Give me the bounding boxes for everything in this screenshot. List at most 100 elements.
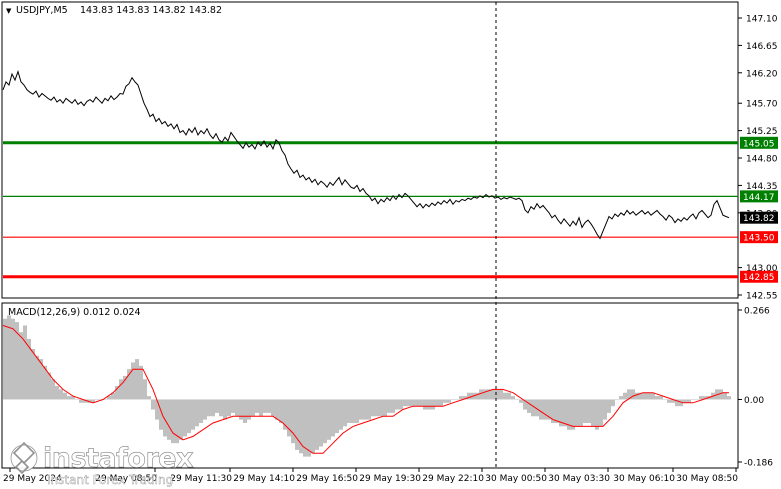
macd-bar — [651, 392, 655, 400]
macd-bar — [451, 399, 455, 400]
macd-bar — [315, 399, 319, 450]
macd-bar — [603, 399, 607, 420]
macd-bar — [683, 399, 687, 403]
macd-bar — [563, 399, 567, 427]
macd-bar — [55, 386, 59, 400]
macd-bar — [691, 399, 695, 400]
macd-bar — [503, 392, 507, 400]
macd-bar — [267, 399, 271, 413]
macd-bar — [495, 389, 499, 400]
macd-bar — [151, 399, 155, 410]
macd-bar — [215, 399, 219, 413]
macd-bar — [23, 325, 27, 400]
macd-bar — [391, 399, 395, 413]
current-price-label: 143.82 — [743, 214, 775, 224]
macd-bar — [659, 396, 663, 400]
macd-bar — [519, 399, 523, 403]
macd-indicator-label: MACD(12,26,9) 0.012 0.024 — [8, 307, 141, 318]
macd-bar — [599, 399, 603, 427]
macd-tick-label: 0.266 — [744, 307, 770, 317]
macd-bar — [663, 399, 667, 400]
macd-bar — [63, 392, 67, 400]
macd-bar — [447, 399, 451, 403]
macd-bar — [231, 399, 235, 413]
macd-bar — [479, 389, 483, 400]
macd-bar — [207, 399, 211, 417]
macd-bar — [667, 399, 671, 403]
time-tick-label: 29 May 19:30 — [359, 474, 421, 484]
time-tick-label: 30 May 08:50 — [676, 474, 738, 484]
macd-bar — [259, 399, 263, 417]
price-tick-label: 145.70 — [746, 100, 778, 110]
macd-bar — [439, 399, 443, 407]
macd-bar — [547, 399, 551, 420]
macd-bar — [39, 359, 43, 400]
macd-bar — [375, 399, 379, 417]
macd-bar — [403, 399, 407, 407]
level-lines — [3, 141, 738, 279]
macd-bar — [119, 379, 123, 400]
time-tick-label: 30 May 03:30 — [548, 474, 610, 484]
macd-bar — [307, 399, 311, 457]
macd-bar — [335, 399, 339, 434]
macd-tick-label: 0.00 — [744, 396, 764, 406]
macd-bar — [211, 399, 215, 417]
macd-bar — [511, 396, 515, 400]
macd-bar — [571, 399, 575, 430]
macd-pane[interactable]: 0.266 0.00 -0.186 MACD(12,26,9) 0.012 0.02… — [1, 302, 773, 469]
macd-bar — [367, 399, 371, 420]
macd-bar — [363, 399, 367, 420]
macd-bar — [143, 379, 147, 400]
price-tick-label: 142.55 — [746, 292, 778, 302]
macd-bar — [299, 399, 303, 454]
ohlc-values: 143.83 143.83 143.82 143.82 — [80, 5, 222, 16]
macd-bar — [103, 399, 107, 400]
macd-bar — [59, 389, 63, 400]
time-axis: 29 May 2024 29 May 08:50 29 May 11:30 29 Ma… — [3, 468, 738, 484]
macd-bar — [227, 399, 231, 417]
macd-bar — [75, 399, 79, 400]
level-badge-label: 144.17 — [743, 193, 775, 203]
macd-bar — [35, 355, 39, 400]
macd-bar — [475, 392, 479, 400]
time-tick-label: 29 May 14:10 — [233, 474, 295, 484]
macd-bar — [535, 399, 539, 417]
macd-bar — [139, 365, 143, 400]
macd-bar — [371, 399, 375, 417]
macd-bar — [195, 399, 199, 427]
price-tick-label: 146.20 — [746, 69, 778, 79]
level-badge-label: 142.85 — [743, 273, 775, 283]
macd-bar — [411, 399, 415, 407]
macd-bar — [679, 399, 683, 407]
macd-bar — [559, 399, 563, 427]
macd-bar — [343, 399, 347, 427]
macd-tick-label: -0.186 — [744, 459, 773, 469]
dropdown-arrow-icon[interactable]: ▼ — [6, 7, 12, 15]
macd-bar — [611, 399, 615, 407]
price-pane[interactable]: 147.10 146.65 146.20 145.70 145.25 144.80 144.… — [1, 1, 778, 302]
watermark-tagline: Instant Forex Trading — [47, 473, 173, 487]
macd-bar — [159, 399, 163, 430]
macd-bar — [255, 399, 259, 413]
price-tick-label: 144.80 — [746, 155, 778, 165]
macd-bar — [467, 392, 471, 400]
macd-bar — [251, 399, 255, 417]
macd-bar — [175, 399, 179, 444]
macd-bar — [331, 399, 335, 437]
time-tick-label: 29 May 11:30 — [170, 474, 232, 484]
macd-bar — [387, 399, 391, 413]
macd-bar — [627, 389, 631, 400]
chart-header[interactable]: ▼ USDJPY,M5 143.83 143.83 143.82 143.82 — [6, 5, 222, 16]
macd-pane-border — [1, 302, 739, 469]
macd-bar — [395, 399, 399, 410]
level-badge — [740, 231, 778, 244]
macd-bar — [27, 338, 31, 400]
level-badge — [740, 136, 778, 149]
macd-bar — [423, 399, 427, 410]
price-tick-label: 143.00 — [746, 264, 778, 274]
macd-bar — [239, 399, 243, 420]
macd-bar — [615, 399, 619, 400]
macd-bar — [179, 399, 183, 440]
macd-bar — [555, 399, 559, 423]
